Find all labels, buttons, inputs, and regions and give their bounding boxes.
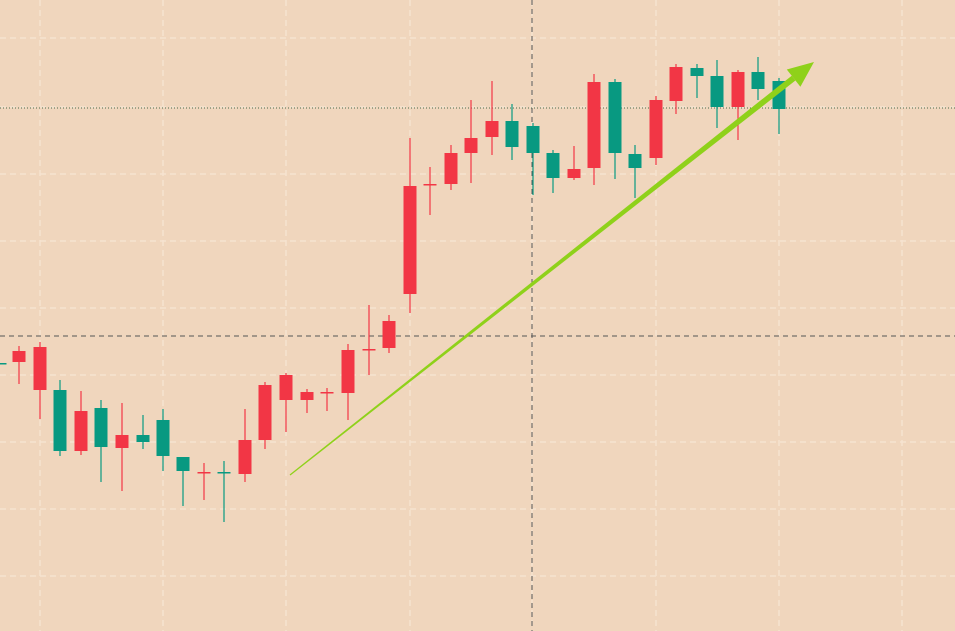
candle-body [423,184,437,186]
candle-body [136,435,150,442]
candle-body [731,72,745,107]
candle [649,96,663,165]
candle [382,315,396,353]
candle-body [341,350,355,393]
candle [176,457,190,506]
candle-body [300,392,314,400]
candle-body [464,138,478,153]
candle [690,64,704,98]
candle-body [320,392,334,394]
candle-body [115,435,129,448]
candle-body [710,76,724,107]
candle-body [567,169,581,178]
candle [94,400,108,482]
trend-arrow-shaft [289,75,796,476]
candle [320,388,334,411]
candle [464,100,478,183]
candle-body [403,186,417,294]
candle [751,57,765,100]
candle-body [444,153,458,184]
candle-body [217,472,231,474]
candle-body [628,154,642,168]
candle-body [669,67,683,101]
trend-arrow-head [786,62,814,87]
candle [217,461,231,522]
candle-body [751,72,765,89]
candle [423,167,437,215]
candle [444,145,458,190]
candle-body [53,390,67,451]
candle [403,138,417,313]
candle [731,70,745,140]
candle-body [94,408,108,447]
candles [0,57,786,522]
candle [53,380,67,456]
candle [546,150,560,193]
candle-body [505,121,519,147]
candle-body [238,440,252,474]
candle [115,403,129,491]
candle-body [0,363,7,365]
candle [587,74,601,185]
candle [669,64,683,114]
candle-body [608,82,622,153]
candle [74,391,88,455]
candle-body [33,347,47,390]
candle-body [279,375,293,400]
candle-body [362,349,376,351]
trend-arrow [289,62,814,476]
candle-body [382,321,396,348]
candle [197,463,211,500]
candle-body [258,385,272,440]
candle [156,409,170,471]
candle-body [587,82,601,168]
candle-body [12,351,26,362]
candle [238,409,252,482]
candle [279,373,293,432]
candle [300,389,314,413]
candle [567,146,581,180]
candle-body [197,472,211,474]
candle [33,342,47,419]
candle [341,344,355,420]
candle [628,145,642,198]
candle [526,123,540,195]
candle [485,81,499,155]
candle [258,382,272,449]
candle [362,305,376,375]
candle [505,104,519,160]
candle-body [485,121,499,137]
candle [710,60,724,128]
candle-body [526,126,540,153]
candle-body [176,457,190,471]
candle [12,346,26,384]
candle [136,415,150,449]
candle [0,363,7,365]
candle [608,79,622,179]
candle-body [649,100,663,158]
candle-body [156,420,170,456]
candle-body [690,68,704,76]
candle-body [546,153,560,178]
candle-body [74,411,88,451]
